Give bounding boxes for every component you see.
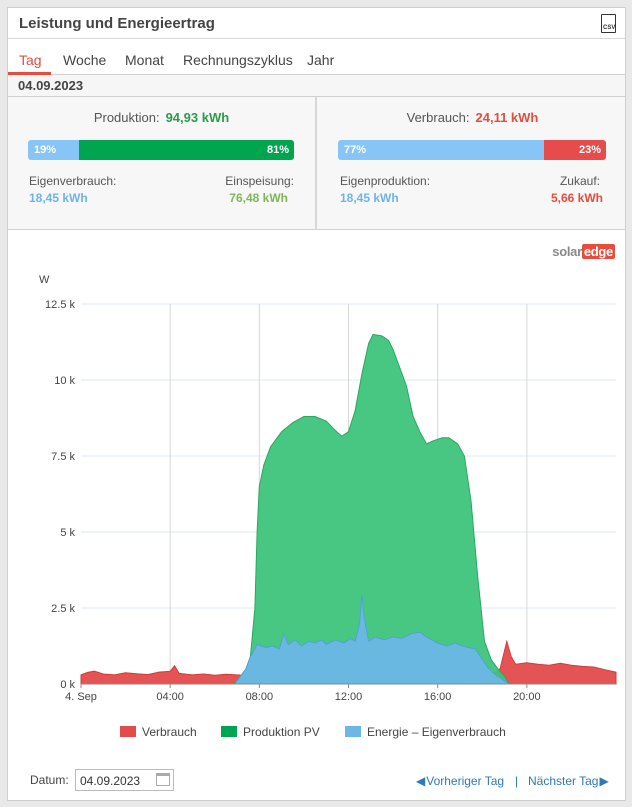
production-summary: Produktion: 94,93 kWh 19% 81% Eigenverbra… (8, 97, 317, 230)
legend-swatch-eigenverbrauch (345, 726, 361, 737)
production-left-pct: 19% (34, 144, 57, 156)
legend-label-eigenverbrauch: Energie – Eigenverbrauch (367, 725, 506, 739)
self-production-value: 18,45 kWh (340, 191, 399, 205)
csv-icon-label: CSV (603, 25, 616, 31)
tab-monat[interactable]: Monat (125, 52, 164, 68)
energy-panel: Leistung und Energieertrag CSV Tag Woche… (7, 7, 626, 801)
y-tick-label: 2.5 k (51, 603, 75, 615)
date-input[interactable]: 04.09.2023 (75, 769, 174, 791)
consumption-left-pct: 77% (344, 144, 367, 156)
self-consumption-label: Eigenverbrauch: (29, 174, 117, 188)
x-tick-label: 16:00 (424, 691, 452, 703)
tab-woche[interactable]: Woche (63, 52, 107, 68)
feed-in-value: 76,48 kWh (229, 191, 288, 205)
power-chart[interactable]: 0 k 2.5 k 5 k 7.5 k 10 k 12.5 k 4. Sep 04:00 08:… (8, 230, 627, 720)
active-tab-indicator (8, 72, 51, 75)
date-label: Datum: (30, 773, 69, 787)
consumption-value: 24,11 kWh (475, 110, 539, 125)
series-eigenverbrauch-area (233, 594, 511, 685)
legend-swatch-produktion (221, 726, 237, 737)
legend-item-verbrauch[interactable]: Verbrauch (120, 725, 197, 739)
consumption-bar-self-production: 77% (338, 140, 545, 160)
consumption-summary: Verbrauch: 24,11 kWh 77% 23% Eigenprodukt… (318, 97, 627, 230)
production-value: 94,93 kWh (165, 110, 230, 125)
panel-title: Leistung und Energieertrag (19, 15, 215, 32)
legend-label-produktion: Produktion PV (243, 725, 320, 739)
solaredge-logo: solar edge (552, 244, 615, 259)
period-tabs: Tag Woche Monat Rechnungszyklus Jahr (8, 39, 625, 75)
consumption-title: Verbrauch: 24,11 kWh (318, 110, 627, 125)
legend-item-eigenverbrauch[interactable]: Energie – Eigenverbrauch (345, 725, 506, 739)
panel-header: Leistung und Energieertrag CSV (8, 8, 625, 39)
y-axis-label: W (39, 274, 50, 286)
previous-day-label: Vorheriger Tag (426, 774, 505, 788)
logo-part1: solar (552, 244, 582, 259)
production-bar-feed-in: 81% (78, 140, 294, 160)
y-tick-label: 7.5 k (51, 451, 75, 463)
consumption-bar-purchase: 23% (544, 140, 606, 160)
legend-item-produktion[interactable]: Produktion PV (221, 725, 320, 739)
legend-label-verbrauch: Verbrauch (142, 725, 197, 739)
x-tick-label: 20:00 (513, 691, 541, 703)
self-production-label: Eigenproduktion: (340, 174, 431, 188)
previous-day-link[interactable]: ◀ Vorheriger Tag (416, 774, 505, 788)
feed-in-label: Einspeisung: (225, 174, 294, 188)
purchase-label: Zukauf: (559, 174, 600, 188)
x-tick-label: 04:00 (156, 691, 184, 703)
production-bar-self-consumption: 19% (28, 140, 79, 160)
y-tick-label: 12.5 k (45, 299, 75, 311)
x-tick-label: 4. Sep (65, 691, 97, 703)
legend-swatch-verbrauch (120, 726, 136, 737)
csv-export-icon[interactable]: CSV (601, 14, 616, 33)
production-label: Produktion: (93, 110, 160, 125)
x-tick-label: 08:00 (246, 691, 274, 703)
y-tick-label: 0 k (60, 679, 75, 691)
nav-separator: | (515, 774, 519, 788)
next-day-link[interactable]: Nächster Tag ▶ (528, 774, 609, 788)
tab-jahr[interactable]: Jahr (307, 52, 335, 68)
production-title: Produktion: 94,93 kWh (8, 110, 315, 125)
production-bar: 19% 81% (28, 140, 294, 160)
logo-part2: edge (581, 244, 615, 259)
series-produktion-area (232, 333, 510, 685)
calendar-icon[interactable] (156, 773, 170, 786)
date-heading: 04.09.2023 (18, 78, 84, 93)
energy-summary: Produktion: 94,93 kWh 19% 81% Eigenverbra… (8, 97, 625, 230)
purchase-value: 5,66 kWh (550, 191, 603, 205)
date-input-value: 04.09.2023 (80, 774, 141, 788)
consumption-label: Verbrauch: (406, 110, 470, 125)
chart-area: solar edge 0 k 2.5 k 5 k 7.5 k 10 k 12.5 k 4. S… (8, 230, 625, 760)
y-tick-label: 5 k (60, 527, 75, 539)
tab-rechnungszyklus[interactable]: Rechnungszyklus (183, 52, 293, 68)
y-tick-label: 10 k (54, 375, 75, 387)
chart-legend: Verbrauch Produktion PV Energie – Eigenv… (8, 725, 625, 743)
consumption-right-pct: 23% (578, 144, 601, 156)
date-footer: Datum: 04.09.2023 ◀ Vorheriger Tag | Näc… (8, 760, 625, 800)
consumption-bar: 77% 23% (338, 140, 606, 160)
production-right-pct: 81% (266, 144, 289, 156)
date-heading-bar: 04.09.2023 (8, 75, 625, 97)
self-consumption-value: 18,45 kWh (29, 191, 88, 205)
tab-tag[interactable]: Tag (19, 52, 42, 68)
x-tick-label: 12:00 (335, 691, 363, 703)
next-day-label: Nächster Tag (528, 774, 599, 788)
